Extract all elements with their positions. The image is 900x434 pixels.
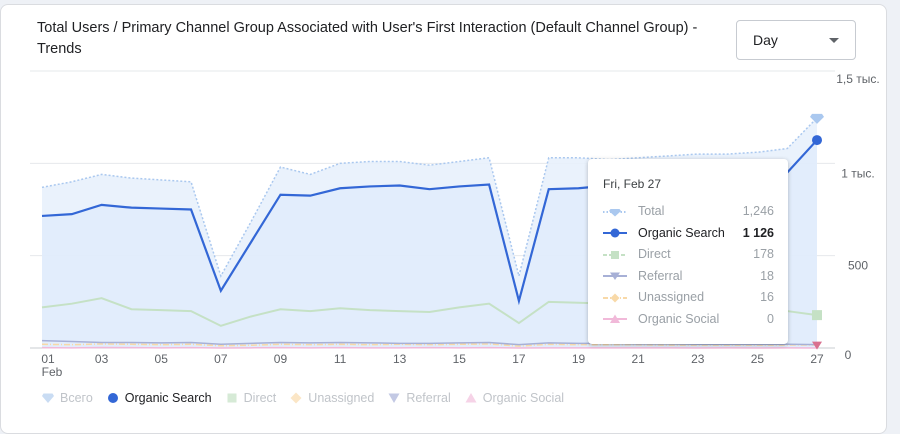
x-tick-label: 27 — [810, 352, 824, 366]
organic-search-swatch-icon — [603, 228, 627, 238]
referral-series-marker — [812, 341, 822, 350]
tooltip-value: 178 — [753, 247, 774, 261]
x-tick-label: 15 — [453, 352, 467, 366]
tooltip-row-unassigned: Unassigned 16 — [603, 287, 774, 309]
triangle-up-marker-icon — [465, 393, 477, 403]
x-tick-sublabel: Feb — [42, 365, 63, 379]
chart-markers — [810, 113, 824, 350]
legend-item-unassigned[interactable]: Unassigned — [290, 391, 374, 405]
y-tick-label: 0 — [845, 348, 852, 362]
diamond-marker-icon — [42, 393, 54, 403]
direct-series-marker — [812, 310, 822, 321]
tooltip-row-direct: Direct 178 — [603, 244, 774, 266]
tooltip-row-total: Total 1,246 — [603, 201, 774, 223]
square-marker-icon — [227, 393, 237, 403]
y-tick-label: 1 тыс. — [841, 166, 874, 180]
granularity-dropdown[interactable]: Day — [736, 20, 856, 60]
tooltip-label: Direct — [638, 247, 671, 261]
referral-swatch-icon — [603, 272, 627, 281]
tooltip-value: 18 — [760, 268, 774, 283]
x-tick-label: 11 — [334, 352, 347, 366]
tooltip-value: 1 126 — [742, 225, 774, 240]
x-tick-label: 09 — [274, 352, 288, 366]
tooltip-value: 0 — [767, 311, 774, 326]
tooltip-row-organic-search: Organic Search 1 126 — [603, 223, 774, 245]
legend-item-organic-search[interactable]: Organic Search — [107, 391, 212, 405]
x-tick-label: 21 — [631, 352, 645, 366]
x-tick-label: 05 — [155, 352, 169, 366]
tooltip-value: 16 — [760, 290, 774, 304]
legend-item-organic-social[interactable]: Organic Social — [465, 391, 564, 405]
tooltip-label: Total — [638, 204, 665, 218]
legend-label: Referral — [406, 391, 451, 405]
granularity-selected: Day — [753, 32, 778, 48]
x-tick-label: 01 — [41, 352, 55, 366]
legend-item-direct[interactable]: Direct — [226, 391, 277, 405]
legend-label: Всего — [60, 391, 93, 405]
unassigned-swatch-icon — [603, 293, 627, 303]
total-series-swatch-icon — [603, 208, 627, 217]
x-tick-label: 23 — [691, 352, 705, 366]
tooltip-label: Unassigned — [638, 290, 705, 304]
y-tick-label: 1,5 тыс. — [836, 72, 879, 86]
tooltip-label: Referral — [638, 268, 683, 283]
x-tick-label: 17 — [512, 352, 526, 366]
x-tick-label: 25 — [751, 352, 765, 366]
tooltip-date: Fri, Feb 27 — [603, 177, 662, 191]
referral-series-line — [41, 339, 818, 346]
tooltip-row-organic-social: Organic Social 0 — [603, 309, 774, 331]
legend-label: Direct — [243, 391, 277, 405]
chevron-down-icon — [829, 38, 839, 43]
legend-label: Organic Search — [124, 391, 212, 405]
legend-item-total[interactable]: Всего — [42, 391, 93, 405]
x-tick-label: 19 — [572, 352, 586, 366]
chart-legend: Всего Organic Search Direct Unassigned R… — [42, 390, 578, 406]
x-tick-label: 13 — [393, 352, 407, 366]
organic-search-series-marker — [812, 135, 822, 146]
tooltip-row-referral: Referral 18 — [603, 266, 774, 288]
direct-swatch-icon — [603, 250, 627, 259]
total-series-marker — [810, 113, 824, 124]
legend-label: Organic Social — [482, 391, 565, 405]
circle-marker-icon — [107, 393, 118, 403]
organic-social-series-line — [41, 346, 818, 349]
legend-label: Unassigned — [308, 391, 375, 405]
chart-axes: 0 500 1 тыс. 1,5 тыс. 01 03 05 07 09 11 13 15 17 19 21… — [41, 72, 879, 379]
tooltip-label: Organic Search — [638, 225, 725, 240]
organic-social-swatch-icon — [603, 314, 627, 324]
tooltip-value: 1,246 — [742, 204, 774, 218]
card-title: Total Users / Primary Channel Group Asso… — [37, 20, 698, 57]
x-tick-label: 07 — [214, 352, 228, 366]
tooltip-label: Organic Social — [638, 311, 720, 326]
y-tick-label: 500 — [848, 259, 868, 273]
total-series-line — [41, 117, 818, 278]
x-tick-label: 03 — [95, 352, 109, 366]
legend-item-referral[interactable]: Referral — [388, 391, 451, 405]
diamond-small-marker-icon — [290, 392, 302, 404]
unassigned-series-line — [41, 343, 817, 347]
triangle-down-marker-icon — [388, 393, 400, 403]
chart-tooltip: Fri, Feb 27 Total 1,246 Organic Search 1… — [588, 159, 788, 344]
